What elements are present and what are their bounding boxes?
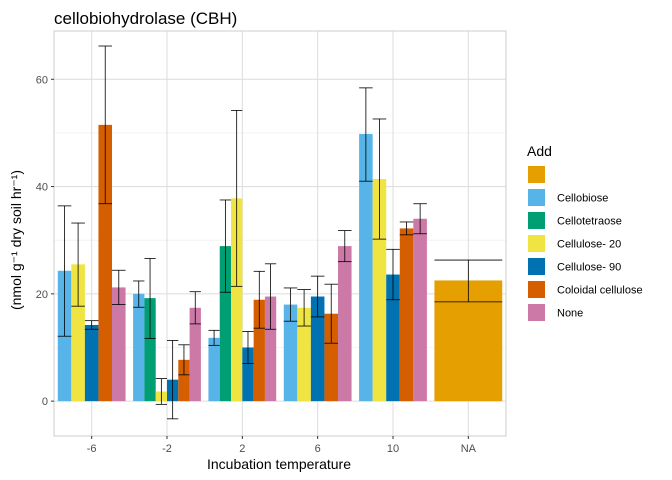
bar bbox=[386, 274, 400, 402]
legend-swatch bbox=[528, 189, 545, 206]
bar bbox=[310, 296, 325, 402]
bar bbox=[189, 307, 201, 402]
bar bbox=[231, 198, 243, 402]
y-tick-label: 60 bbox=[36, 74, 48, 86]
bar bbox=[253, 299, 265, 402]
legend-label: Coloidal cellulose bbox=[557, 285, 643, 297]
x-tick-label: -2 bbox=[162, 443, 172, 455]
bar bbox=[372, 179, 387, 402]
legend-label: Cellulose- 90 bbox=[557, 262, 621, 274]
panel-border bbox=[53, 30, 507, 437]
bar bbox=[264, 296, 277, 402]
x-tick-label: 10 bbox=[387, 443, 399, 455]
bar bbox=[71, 264, 85, 402]
bar bbox=[297, 307, 311, 402]
x-tick-label: -6 bbox=[87, 443, 97, 455]
legend-swatch bbox=[528, 258, 545, 275]
x-tick-label: 6 bbox=[315, 443, 321, 455]
legend-title: Add bbox=[527, 143, 552, 159]
bar bbox=[219, 246, 232, 402]
legend-swatch bbox=[528, 281, 545, 298]
legend-swatch bbox=[528, 212, 545, 229]
legend-swatch bbox=[528, 304, 545, 321]
y-tick-label: 0 bbox=[42, 396, 48, 408]
x-tick-label: 2 bbox=[239, 443, 245, 455]
x-axis-title: Incubation temperature bbox=[207, 456, 351, 472]
y-axis-title: (nmol g⁻¹ dry soil hr⁻¹) bbox=[8, 170, 24, 310]
bar bbox=[324, 313, 339, 402]
y-tick-label: 20 bbox=[36, 289, 48, 301]
bar bbox=[359, 133, 373, 402]
bar bbox=[98, 124, 113, 402]
bar bbox=[208, 337, 220, 402]
bar bbox=[144, 298, 156, 402]
legend-swatch bbox=[528, 235, 545, 252]
plot-panel bbox=[54, 31, 506, 436]
bar bbox=[84, 324, 99, 402]
chart-title: cellobiohydrolase (CBH) bbox=[54, 9, 237, 28]
legend-label: Cellotetraose bbox=[557, 216, 622, 228]
legend-label: Cellulose- 20 bbox=[557, 239, 621, 251]
bar bbox=[112, 287, 126, 402]
bar bbox=[399, 228, 414, 402]
legend-label: Cellobiose bbox=[557, 193, 608, 205]
bar bbox=[338, 246, 352, 402]
x-tick-label: NA bbox=[461, 443, 477, 455]
legend-label: None bbox=[557, 308, 583, 320]
legend-swatch bbox=[528, 166, 545, 183]
y-tick-label: 40 bbox=[36, 182, 48, 194]
bar bbox=[413, 218, 427, 402]
bar bbox=[242, 347, 254, 402]
bar bbox=[178, 359, 190, 402]
bar bbox=[133, 293, 145, 402]
bar bbox=[283, 304, 298, 402]
